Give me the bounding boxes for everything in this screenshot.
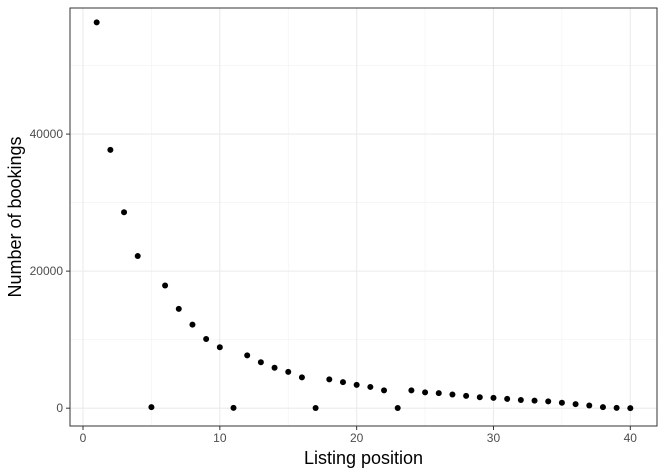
data-points bbox=[93, 19, 634, 412]
data-point bbox=[189, 321, 196, 328]
data-point bbox=[216, 344, 223, 351]
data-point bbox=[148, 404, 155, 411]
data-point bbox=[394, 405, 401, 412]
data-point bbox=[449, 391, 456, 398]
data-point bbox=[203, 335, 210, 342]
data-point bbox=[490, 394, 497, 401]
data-point bbox=[312, 404, 319, 411]
data-point bbox=[271, 364, 278, 371]
data-point bbox=[435, 390, 442, 397]
data-point bbox=[545, 398, 552, 405]
data-point bbox=[353, 381, 360, 388]
data-point bbox=[230, 404, 237, 411]
data-point bbox=[586, 402, 593, 409]
x-tick-label: 30 bbox=[487, 431, 501, 445]
data-point bbox=[257, 359, 264, 366]
data-point bbox=[339, 379, 346, 386]
data-point bbox=[134, 253, 141, 260]
x-tick-label: 40 bbox=[624, 431, 638, 445]
data-point bbox=[463, 392, 470, 399]
data-point bbox=[504, 395, 511, 402]
data-point bbox=[326, 376, 333, 383]
data-point bbox=[367, 383, 374, 390]
y-axis-ticks: 0 20000 40000 bbox=[30, 127, 70, 415]
data-point bbox=[517, 396, 524, 403]
major-gridlines bbox=[70, 8, 657, 426]
minor-gridlines bbox=[70, 8, 657, 426]
data-point bbox=[599, 404, 606, 411]
y-tick-label: 40000 bbox=[30, 127, 64, 141]
data-point bbox=[175, 305, 182, 312]
data-point bbox=[572, 401, 579, 408]
data-point bbox=[298, 374, 305, 381]
plot-panel-border bbox=[69, 7, 658, 427]
x-axis-ticks: 0 10 20 30 40 bbox=[80, 426, 638, 445]
data-point bbox=[408, 387, 415, 394]
plot-panel bbox=[70, 8, 657, 426]
x-tick-label: 20 bbox=[350, 431, 364, 445]
data-point bbox=[244, 352, 251, 359]
y-axis-title: Number of bookings bbox=[5, 136, 25, 297]
data-point bbox=[476, 394, 483, 401]
data-point bbox=[627, 405, 634, 412]
y-tick-label: 0 bbox=[56, 401, 63, 415]
data-point bbox=[531, 397, 538, 404]
data-point bbox=[381, 387, 388, 394]
x-tick-label: 0 bbox=[80, 431, 87, 445]
data-point bbox=[422, 389, 429, 396]
data-point bbox=[558, 399, 565, 406]
data-point bbox=[107, 146, 114, 153]
x-axis-title: Listing position bbox=[304, 448, 423, 468]
data-point bbox=[162, 282, 169, 289]
data-point bbox=[121, 209, 128, 216]
x-tick-label: 10 bbox=[213, 431, 227, 445]
y-tick-label: 20000 bbox=[30, 264, 64, 278]
data-point bbox=[613, 404, 620, 411]
data-point bbox=[93, 19, 100, 26]
data-point bbox=[285, 368, 292, 375]
